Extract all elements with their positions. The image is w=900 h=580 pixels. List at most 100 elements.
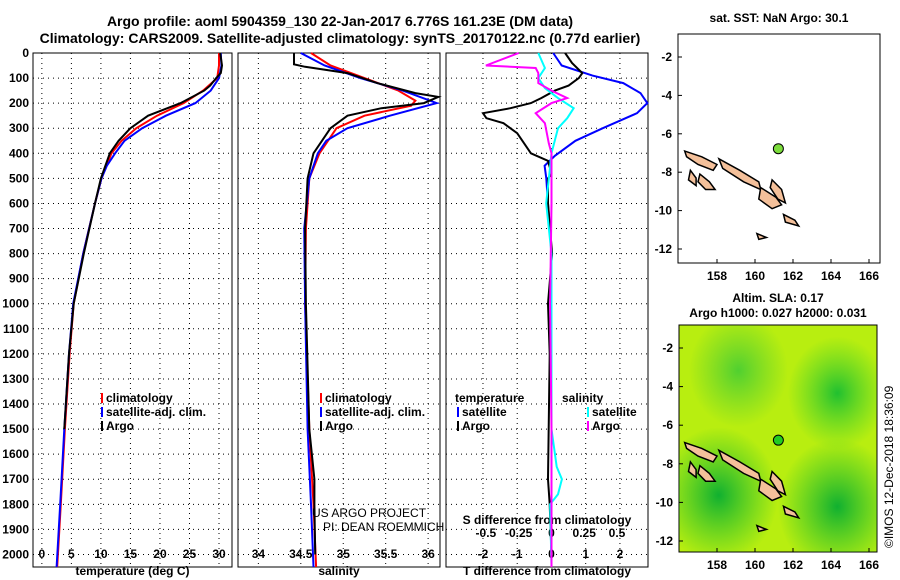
island: [757, 186, 783, 210]
depth-tick-label: 800: [9, 247, 29, 261]
legend-swatch: [101, 393, 103, 403]
depth-tick-label: 2000: [2, 547, 29, 561]
x-tick-label: 5: [68, 547, 75, 561]
lon-tick-label: 158: [707, 558, 727, 572]
x-tick-label: 30: [212, 547, 226, 561]
depth-tick-label: 1200: [2, 347, 29, 361]
island: [755, 524, 769, 533]
depth-tick-label: 1500: [2, 422, 29, 436]
difference-panel: -2-1012T difference from climatology-0.5…: [445, 52, 649, 578]
map-subtitle: Argo h1000: 0.027 h2000: 0.031: [689, 306, 867, 320]
depth-tick-label: 200: [9, 96, 29, 110]
lat-tick-label: -6: [662, 418, 673, 432]
lon-tick-label: 162: [783, 558, 803, 572]
lat-tick-label: -8: [662, 457, 673, 471]
x-tick-label: -2: [478, 547, 489, 561]
credit-pi: PI: DEAN ROEMMICH: [323, 520, 444, 534]
lon-tick-label: 160: [745, 558, 765, 572]
depth-tick-label: 1600: [2, 447, 29, 461]
legend-swatch: [320, 421, 322, 431]
map-title: Altim. SLA: 0.17: [732, 291, 824, 305]
lat-tick-label: -8: [661, 165, 672, 179]
credit-project: US ARGO PROJECT: [312, 506, 427, 520]
island: [683, 441, 719, 463]
imos-stamp: ©IMOS 12-Dec-2018 18:36:09: [882, 385, 896, 548]
legend-swatch: [320, 393, 322, 403]
s-axis-label: S difference from climatology: [463, 513, 632, 527]
s-tick-label: -0.5: [476, 526, 497, 540]
legend-label: satellite-adj. clim.: [325, 405, 425, 419]
island: [687, 460, 697, 479]
legend-swatch: [101, 421, 103, 431]
x-axis-label: salinity: [318, 564, 360, 578]
x-tick-label: 34.5: [289, 547, 313, 561]
lon-tick-label: 160: [745, 269, 765, 283]
x-tick-label: 35.5: [374, 547, 398, 561]
lat-tick-label: -4: [662, 380, 673, 394]
legend-swatch: [320, 407, 322, 417]
x-tick-label: 0: [39, 547, 46, 561]
island: [697, 464, 717, 482]
depth-tick-label: 900: [9, 272, 29, 286]
title-line-2: Climatology: CARS2009. Satellite-adjuste…: [40, 30, 641, 46]
depth-tick-label: 1300: [2, 372, 29, 386]
lat-tick-label: -10: [655, 204, 673, 218]
lon-tick-label: 166: [859, 269, 879, 283]
island: [757, 477, 783, 502]
s-tick-label: 0.25: [573, 526, 597, 540]
lat-tick-label: -2: [662, 341, 673, 355]
legend-swatch: [457, 407, 459, 417]
lat-tick-label: -4: [661, 88, 672, 102]
series-line-argo: [63, 52, 224, 430]
lon-tick-label: 162: [783, 269, 803, 283]
salinity-panel: 34 34.5 35 35.5 36salinityclimatologysatelli…: [237, 52, 442, 578]
lat-tick-label: -6: [661, 127, 672, 141]
series-line-t-argo: [481, 52, 584, 555]
legend-label: climatology: [106, 391, 173, 405]
lon-tick-label: 164: [821, 269, 841, 283]
legend-swatch: [101, 407, 103, 417]
series-line-s-argo: [485, 52, 570, 567]
x-tick-label: 1: [582, 547, 589, 561]
legend-label: satellite: [592, 405, 637, 419]
title-line-1: Argo profile: aoml 5904359_130 22-Jan-20…: [107, 13, 573, 29]
island: [782, 212, 801, 228]
island: [683, 149, 719, 172]
x-tick-label: 15: [124, 547, 138, 561]
lon-tick-label: 158: [707, 269, 727, 283]
lat-tick-label: -10: [656, 495, 674, 509]
s-tick-label: -0.25: [505, 526, 533, 540]
legend-title: salinity: [562, 391, 604, 405]
plot-frame: [237, 52, 441, 568]
depth-tick-label: 400: [9, 146, 29, 160]
temperature-panel: 0 5 10 15 20 25 300100200300400500600700800900…: [2, 46, 233, 578]
legend-label: satellite-adj. clim.: [106, 405, 206, 419]
island: [769, 178, 787, 205]
depth-tick-label: 1800: [2, 497, 29, 511]
plot-frame: [32, 52, 233, 568]
depth-tick-label: 300: [9, 121, 29, 135]
depth-tick-label: 100: [9, 71, 29, 85]
depth-tick-label: 600: [9, 196, 29, 210]
x-tick-label: 20: [153, 547, 167, 561]
depth-tick-label: 1100: [3, 322, 29, 336]
lat-tick-label: -12: [655, 242, 673, 256]
depth-tick-label: 500: [9, 171, 29, 185]
island: [697, 172, 717, 191]
sst-map-panel: sat. SST: NaN Argo: 30.1 158 160 162 164 166 -…: [655, 11, 881, 283]
island: [782, 504, 801, 520]
depth-tick-label: 1400: [2, 397, 29, 411]
series-line-argo: [293, 53, 442, 555]
legend-label: Argo: [462, 419, 490, 433]
x-tick-label: 2: [617, 547, 624, 561]
x-axis-label: T difference from climatology: [463, 564, 631, 578]
legend-swatch: [457, 421, 459, 431]
x-tick-label: 25: [183, 547, 197, 561]
depth-tick-label: 1000: [2, 297, 29, 311]
lon-tick-label: 164: [821, 558, 841, 572]
x-axis-label: temperature (deg C): [75, 564, 189, 578]
island: [687, 168, 697, 188]
legend-label: Argo: [592, 419, 620, 433]
